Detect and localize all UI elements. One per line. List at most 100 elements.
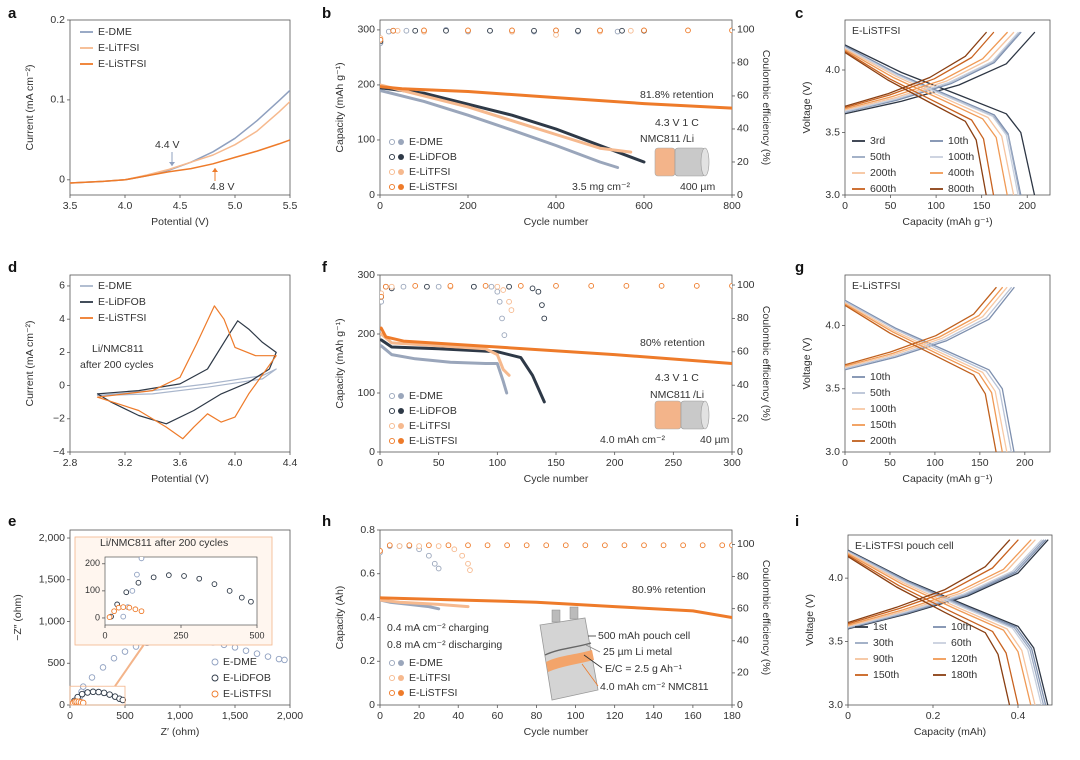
legend-label: 100th	[870, 403, 896, 415]
data-point	[390, 27, 397, 34]
data-point	[531, 27, 537, 34]
x-tick-label: 50	[433, 457, 445, 469]
x-tick-label: 2,000	[277, 710, 303, 722]
x-axis-label: Capacity (mAh g⁻¹)	[902, 216, 992, 228]
x-tick-label: 250	[173, 630, 188, 640]
x-tick-label: 100	[489, 457, 507, 469]
data-line	[848, 539, 1036, 705]
panel-title: E-LiSTFSI pouch cell	[855, 540, 954, 552]
legend-swatch	[388, 392, 396, 400]
annotation: 500 mAh pouch cell	[598, 630, 690, 642]
data-point	[719, 542, 726, 549]
y-tick-label: 500	[47, 657, 65, 669]
data-point	[120, 604, 127, 610]
data-point	[89, 688, 97, 696]
data-point	[435, 565, 442, 572]
data-point	[406, 542, 413, 549]
data-point	[435, 283, 442, 290]
data-point	[400, 283, 407, 290]
annotation: NMC811	[650, 389, 691, 401]
y-tick-label: 3.0	[825, 446, 840, 458]
data-point	[106, 691, 113, 698]
annotation: 4.3 V 1 C	[655, 117, 699, 129]
legend-label: E-LiSTFSI	[409, 687, 457, 699]
data-line	[848, 539, 1032, 705]
data-point	[84, 689, 91, 696]
data-point	[559, 429, 564, 434]
data-point	[403, 27, 410, 34]
legend-swatch	[388, 138, 396, 146]
x-tick-label: 100	[567, 710, 585, 722]
data-line	[96, 368, 277, 397]
legend-swatch	[398, 184, 404, 190]
x-tick-label: 5.0	[228, 200, 243, 212]
legend-label: E-DME	[98, 26, 132, 38]
data-point	[517, 283, 524, 289]
y-tick-label: 200	[357, 328, 375, 340]
y-tick-label: 2,000	[39, 532, 65, 544]
data-point	[487, 27, 493, 34]
y-axis-label: Voltage (V)	[804, 594, 816, 646]
legend-swatch	[388, 437, 396, 445]
y-tick-label: 4.0	[825, 64, 840, 76]
x-tick-label: 0	[102, 630, 107, 640]
annotation: 80.9% retention	[632, 584, 706, 596]
y-tick-label: 0	[59, 379, 65, 391]
data-point	[699, 542, 706, 549]
x-axis-label: Potential (V)	[151, 473, 209, 485]
legend-label: E-LiTFSI	[409, 672, 450, 684]
data-point	[346, 407, 351, 412]
data-point	[138, 608, 145, 615]
x-tick-label: 600	[635, 200, 653, 212]
x-tick-label: 120	[606, 710, 624, 722]
data-point	[465, 27, 471, 34]
data-point	[138, 557, 145, 562]
panel-title: E-LiSTFSI	[852, 280, 900, 292]
data-point	[541, 315, 548, 322]
x-tick-label: 150	[547, 457, 565, 469]
data-point	[126, 604, 133, 611]
data-point	[242, 647, 250, 654]
data-line	[848, 539, 1019, 705]
data-line	[380, 86, 646, 164]
y-tick-label: −2	[53, 413, 65, 425]
panel-letter: f	[322, 259, 328, 276]
data-line	[848, 539, 1043, 705]
x-axis-label: Potential (V)	[151, 216, 209, 228]
data-line	[845, 286, 1012, 452]
data-point	[380, 293, 385, 300]
data-line	[845, 286, 1008, 452]
y-tick-label: 0.1	[50, 94, 65, 106]
y-tick-label: 4.0	[825, 319, 840, 331]
annotation: /Li	[693, 389, 704, 401]
data-point	[165, 572, 172, 579]
legend-swatch	[211, 674, 219, 682]
legend-label: 120th	[951, 653, 977, 665]
data-point	[621, 542, 628, 549]
data-point	[658, 283, 665, 289]
legend-label: E-LiTFSI	[409, 420, 450, 432]
data-point	[275, 655, 283, 663]
data-point	[421, 27, 427, 34]
data-line	[380, 85, 732, 110]
data-point	[129, 588, 136, 594]
data-point	[471, 283, 477, 290]
data-point	[597, 27, 603, 34]
annotation: /Li	[683, 133, 694, 145]
coin-cell-icon	[654, 400, 710, 430]
data-point	[693, 283, 700, 289]
legend-swatch	[398, 423, 404, 429]
y-axis-label: Current (mA cm⁻²)	[24, 64, 36, 150]
legend-label: E-LiTFSI	[98, 42, 139, 54]
annotation-arrowhead	[169, 162, 175, 166]
data-point	[553, 283, 559, 289]
annotation: 0.4 mA cm⁻² charging	[387, 622, 489, 634]
legend-label: E-DME	[409, 390, 443, 402]
data-line	[845, 286, 1015, 452]
y-tick-label: 0	[59, 699, 65, 711]
data-point	[248, 598, 254, 605]
legend-label: 800th	[948, 183, 974, 195]
legend-label: E-LiDFOB	[223, 672, 271, 684]
